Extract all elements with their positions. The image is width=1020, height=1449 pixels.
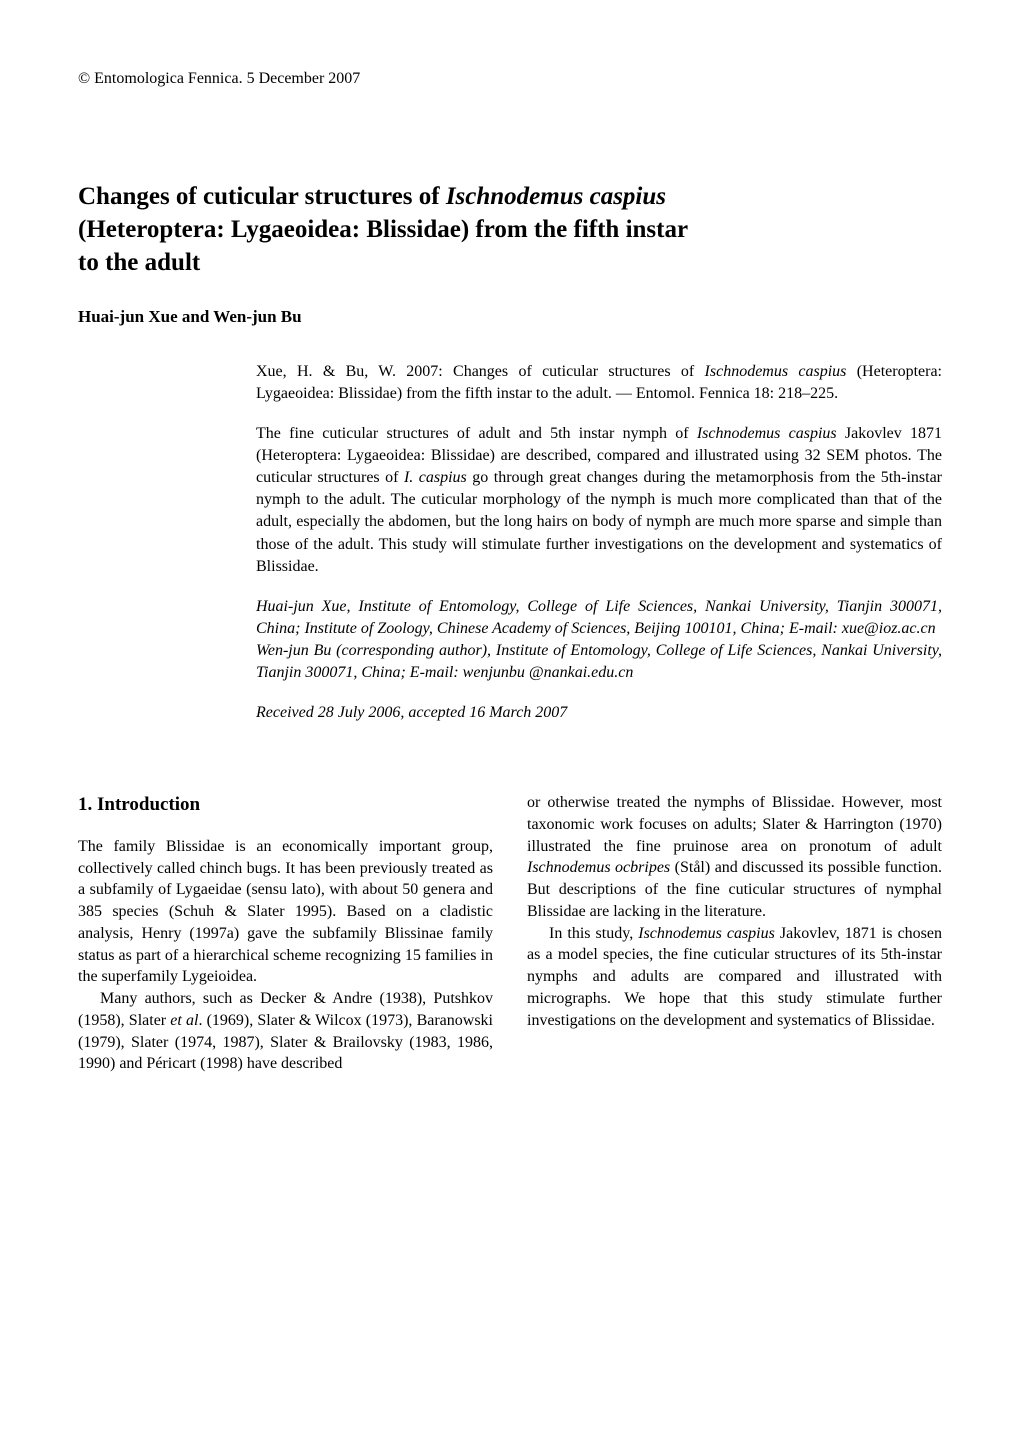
intro-para-3: or otherwise treated the nymphs of Bliss…: [527, 792, 942, 923]
column-right: or otherwise treated the nymphs of Bliss…: [527, 792, 942, 1075]
received-date: Received 28 July 2006, accepted 16 March…: [256, 702, 942, 724]
title-line-1: Changes of cuticular structures of Ischn…: [78, 180, 942, 213]
intro-para-1: The family Blissidae is an economically …: [78, 836, 493, 988]
title-line-3: to the adult: [78, 246, 942, 279]
abstract-text: The fine cuticular structures of adult a…: [256, 423, 942, 578]
affiliation-2: Wen-jun Bu (corresponding author), Insti…: [256, 640, 942, 684]
journal-header-text: © Entomologica Fennica. 5 December 2007: [78, 70, 360, 87]
column-left: 1. Introduction The family Blissidae is …: [78, 792, 493, 1075]
section-heading-1: 1. Introduction: [78, 792, 493, 818]
body-columns: 1. Introduction The family Blissidae is …: [78, 792, 942, 1075]
citation: Xue, H. & Bu, W. 2007: Changes of cuticu…: [256, 361, 942, 405]
intro-para-2: Many authors, such as Decker & Andre (19…: [78, 988, 493, 1075]
title-line-2: (Heteroptera: Lygaeoidea: Blissidae) fro…: [78, 213, 942, 246]
article-title: Changes of cuticular structures of Ischn…: [78, 180, 942, 279]
spacer: [78, 758, 942, 792]
affiliation-1: Huai-jun Xue, Institute of Entomology, C…: [256, 596, 942, 640]
authors: Huai-jun Xue and Wen-jun Bu: [78, 307, 942, 327]
abstract-block: Xue, H. & Bu, W. 2007: Changes of cuticu…: [256, 361, 942, 724]
journal-header: © Entomologica Fennica. 5 December 2007: [78, 70, 942, 88]
intro-para-4: In this study, Ischnodemus caspius Jakov…: [527, 923, 942, 1032]
